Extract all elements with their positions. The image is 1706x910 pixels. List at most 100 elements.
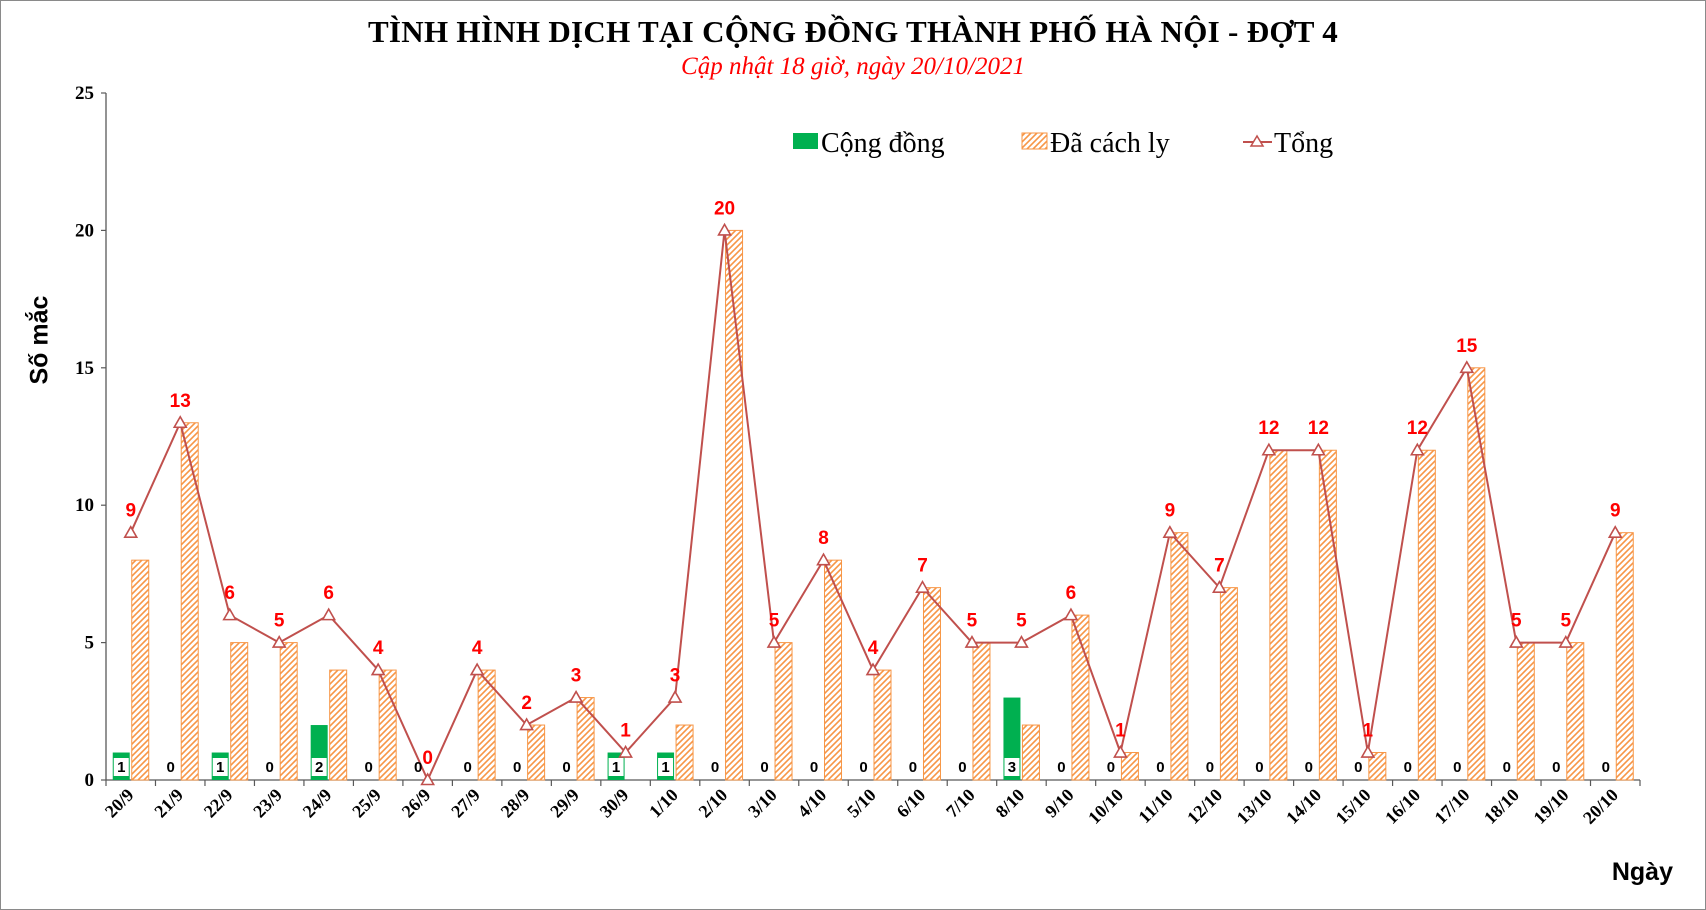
total-marker	[1261, 442, 1277, 456]
quarantine-bar	[1170, 532, 1189, 781]
total-marker	[865, 662, 881, 676]
chart-subtitle: Cập nhật 18 giờ, ngày 20/10/2021	[681, 53, 1025, 80]
x-tick-label: 1/10	[645, 785, 682, 822]
total-value-label: 12	[1407, 418, 1428, 439]
total-value-label: 2	[521, 693, 532, 714]
total-marker	[321, 607, 337, 621]
quarantine-bar	[477, 669, 496, 781]
community-value-label: 0	[1057, 759, 1065, 776]
community-value-label: 1	[117, 759, 125, 776]
community-value-label: 0	[1107, 759, 1115, 776]
total-marker	[1508, 634, 1524, 648]
total-value-label: 12	[1258, 418, 1279, 439]
x-tick-label: 14/10	[1282, 785, 1325, 828]
community-value-label: 0	[266, 759, 274, 776]
quarantine-bar	[1615, 532, 1634, 781]
community-value-label: 0	[1305, 759, 1313, 776]
total-value-label: 5	[274, 611, 285, 632]
quarantine-bar	[527, 724, 546, 781]
total-marker	[1558, 634, 1574, 648]
community-value-label: 0	[1503, 759, 1511, 776]
x-tick-label: 23/9	[249, 785, 286, 822]
quarantine-bar	[378, 669, 397, 781]
community-value-label: 3	[1008, 759, 1016, 776]
total-marker	[1310, 442, 1326, 456]
total-value-label: 1	[1363, 721, 1374, 742]
quarantine-bar	[576, 697, 595, 781]
quarantine-bar	[824, 559, 843, 781]
total-value-label: 9	[1165, 501, 1176, 522]
quarantine-bar	[1417, 449, 1436, 781]
community-value-label: 0	[1404, 759, 1412, 776]
y-tick-label: 5	[85, 633, 95, 654]
x-tick-label: 27/9	[447, 785, 484, 822]
x-tick-label: 22/9	[200, 785, 237, 822]
quarantine-bar	[922, 587, 941, 781]
quarantine-bar	[230, 642, 249, 781]
community-value-label: 2	[315, 759, 323, 776]
total-value-label: 12	[1308, 418, 1329, 439]
community-value-label: 0	[1552, 759, 1560, 776]
community-value-label: 0	[167, 759, 175, 776]
legend-swatch-quarantine	[1021, 132, 1048, 150]
x-tick-label: 17/10	[1430, 785, 1473, 828]
quarantine-bar	[1368, 752, 1387, 781]
community-value-label: 0	[1453, 759, 1461, 776]
legend-label-community: Cộng đồng	[821, 128, 945, 159]
community-value-label: 0	[414, 759, 422, 776]
total-value-label: 3	[670, 666, 681, 687]
community-value-label: 0	[1602, 759, 1610, 776]
y-tick-label: 20	[75, 220, 94, 241]
community-value-label: 1	[661, 759, 669, 776]
total-value-label: 9	[1610, 501, 1621, 522]
total-value-label: 7	[1214, 556, 1225, 577]
total-value-label: 0	[422, 748, 433, 769]
y-tick-label: 15	[75, 358, 94, 379]
community-label-bg	[1004, 758, 1020, 776]
legend-label-total: Tổng	[1274, 128, 1333, 159]
x-axis-label: Ngày	[1611, 858, 1673, 886]
community-label-bg	[212, 758, 228, 776]
total-value-label: 4	[868, 638, 879, 659]
quarantine-bar	[725, 229, 744, 781]
x-tick-label: 15/10	[1332, 785, 1375, 828]
community-value-label: 0	[1255, 759, 1263, 776]
total-value-label: 8	[818, 528, 829, 549]
community-value-label: 0	[958, 759, 966, 776]
total-marker	[1409, 442, 1425, 456]
quarantine-bar	[1219, 587, 1238, 781]
total-value-label: 13	[170, 391, 191, 412]
quarantine-bar	[1021, 724, 1040, 781]
community-value-label: 0	[909, 759, 917, 776]
total-marker	[964, 634, 980, 648]
total-value-label: 1	[620, 721, 631, 742]
total-marker	[271, 634, 287, 648]
total-marker	[370, 662, 386, 676]
quarantine-bar	[873, 669, 892, 781]
x-tick-label: 12/10	[1183, 785, 1226, 828]
x-tick-label: 2/10	[695, 785, 732, 822]
total-value-label: 5	[967, 611, 978, 632]
x-tick-label: 5/10	[843, 785, 880, 822]
total-value-label: 7	[917, 556, 928, 577]
total-value-label: 5	[1560, 611, 1571, 632]
quarantine-bar	[774, 642, 793, 781]
total-marker	[469, 662, 485, 676]
x-tick-label: 10/10	[1084, 785, 1127, 828]
total-marker	[667, 689, 683, 703]
x-tick-label: 4/10	[794, 785, 831, 822]
total-value-label: 4	[472, 638, 483, 659]
total-marker	[1459, 360, 1475, 374]
total-value-label: 6	[1066, 583, 1077, 604]
total-marker	[717, 222, 732, 236]
quarantine-bar	[675, 724, 694, 781]
total-marker	[915, 580, 930, 593]
legend-swatch-community	[793, 133, 818, 149]
total-value-label: 5	[769, 611, 780, 632]
quarantine-bar	[1269, 449, 1288, 781]
x-tick-label: 3/10	[744, 785, 781, 822]
total-marker	[766, 634, 782, 648]
total-marker	[1113, 744, 1128, 758]
total-value-label: 20	[714, 198, 735, 219]
